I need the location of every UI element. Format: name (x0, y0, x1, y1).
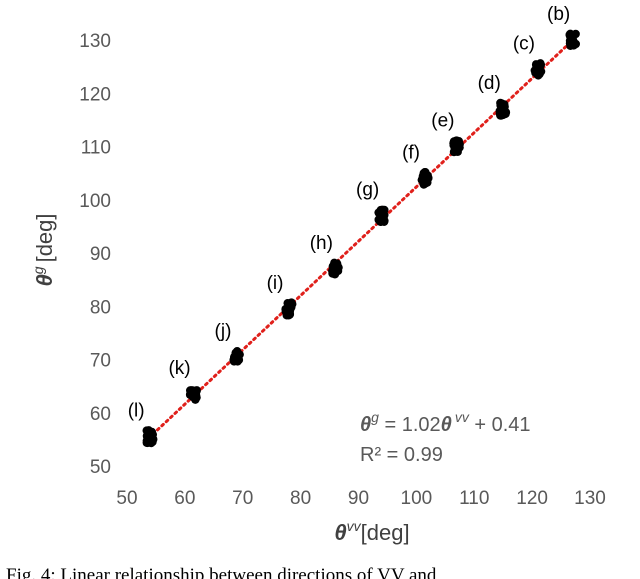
equation-text: θg = 1.02θ vv + 0.41 (360, 409, 531, 436)
y-tick-label: 70 (90, 351, 111, 372)
x-tick-label: 120 (516, 488, 548, 509)
x-tick-label: 70 (232, 488, 253, 509)
x-tick-label: 130 (574, 488, 606, 509)
data-point (378, 205, 387, 214)
x-axis-title: θvv[deg] (334, 518, 409, 545)
data-point (374, 215, 383, 224)
y-tick-label: 60 (90, 404, 111, 425)
x-tick-label: 100 (401, 488, 433, 509)
y-tick-label: 120 (79, 84, 111, 105)
x-tick-label: 80 (290, 488, 311, 509)
data-point (328, 266, 337, 276)
data-point (186, 390, 195, 399)
cluster-labels: (b) (c) (d) (e) (f) (g) (h) (i) (j) (k) (l) (128, 4, 571, 422)
eq-mid: = 1.02 (379, 414, 441, 436)
axis-titles: θvv[deg]θg[deg] (30, 213, 410, 545)
y-tick-label: 110 (81, 138, 111, 159)
data-point (330, 258, 339, 268)
y-axis-superscript: g (30, 266, 46, 274)
eq-lhs-sup: g (371, 409, 379, 425)
scatter-chart: 50 60 70 80 90 100 110 120 130 50 60 70 80 90 100 110 12… (30, 4, 606, 545)
x-axis-symbol: θ (334, 520, 346, 545)
data-point (148, 430, 158, 439)
cluster-label: (i) (267, 273, 284, 294)
x-tick-label: 110 (459, 488, 489, 509)
x-axis-superscript: vv (347, 518, 362, 534)
y-axis-title: θg [deg] (30, 213, 57, 286)
cluster-label: (d) (478, 73, 501, 94)
y-axis-symbol: θ (32, 274, 57, 286)
cluster-label: (b) (547, 4, 570, 25)
eq-tail: + 0.41 (469, 414, 531, 436)
data-point (232, 356, 241, 365)
data-point (419, 169, 428, 178)
eq-rhs-sup: vv (455, 409, 470, 425)
axes: 50 60 70 80 90 100 110 120 130 50 60 70 80 90 100 110 12… (79, 31, 606, 509)
cluster-label: (f) (402, 142, 420, 163)
y-axis-unit: [deg] (32, 213, 57, 262)
data-point (567, 37, 576, 47)
cluster-label: (h) (310, 233, 333, 254)
cluster-label: (k) (168, 358, 190, 379)
data-point (419, 175, 429, 184)
data-point (285, 306, 295, 315)
data-point (283, 298, 292, 308)
cluster-label: (j) (215, 321, 232, 342)
y-tick-label: 50 (90, 457, 111, 478)
trendline (142, 36, 578, 444)
data-point (565, 30, 574, 39)
x-axis-unit: [deg] (361, 520, 410, 545)
cluster-label: (e) (431, 111, 454, 132)
y-tick-label: 80 (90, 297, 111, 318)
eq-rhs-symbol: θ (441, 414, 452, 436)
y-tick-label: 130 (79, 31, 111, 52)
data-point (535, 62, 544, 71)
x-tick-label: 60 (174, 488, 195, 509)
cluster-label: (g) (356, 180, 379, 201)
r-squared-text: R² = 0.99 (360, 444, 443, 466)
eq-lhs-symbol: θ (360, 414, 371, 436)
cluster-label: (c) (513, 33, 535, 54)
x-tick-label: 50 (116, 488, 137, 509)
cluster-label: (l) (128, 401, 145, 422)
figure-caption: Fig. 4: Linear relationship between dire… (6, 565, 437, 579)
trendline-line (142, 36, 578, 444)
data-point (454, 136, 464, 146)
data-points (142, 29, 581, 448)
x-tick-label: 90 (348, 488, 369, 509)
data-point (496, 111, 506, 120)
y-tick-label: 100 (79, 191, 111, 212)
y-tick-label: 90 (90, 244, 111, 265)
